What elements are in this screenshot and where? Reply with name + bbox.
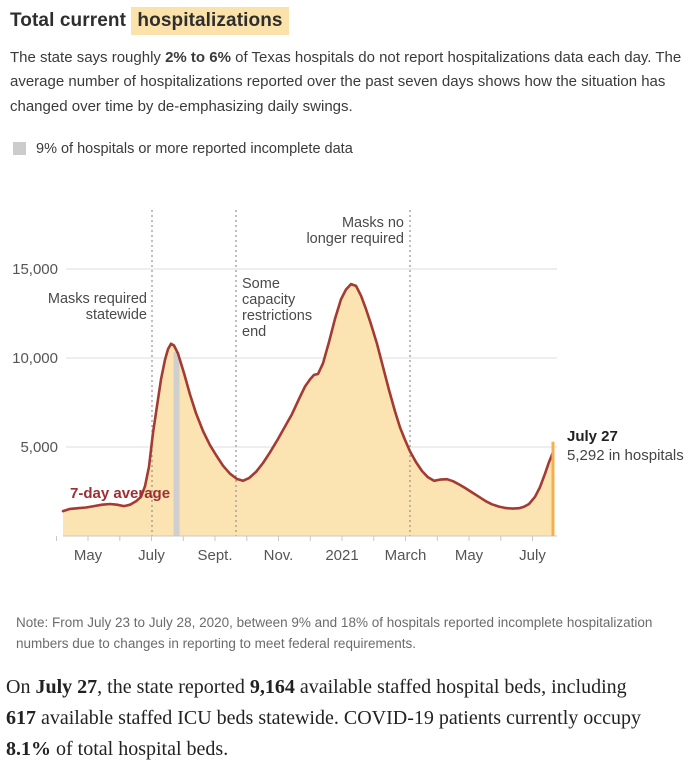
title-highlight: hospitalizations [131, 7, 289, 35]
x-axis-label: May [74, 547, 103, 564]
x-axis-label: May [455, 547, 484, 564]
legend-label: 9% of hospitals or more reported incompl… [36, 140, 353, 157]
x-axis-label: 2021 [325, 547, 358, 564]
text-run: available staffed hospital beds, includi… [294, 676, 627, 698]
event-annotation: Masks no [342, 215, 404, 231]
text-run: On [6, 676, 36, 698]
avg-line [61, 282, 555, 513]
event-annotation: Some [242, 276, 280, 292]
page-title: Total current hospitalizations [10, 7, 683, 35]
y-axis-label: 10,000 [12, 350, 58, 367]
incomplete-data-band [173, 352, 180, 536]
event-annotation: restrictions [242, 308, 312, 324]
y-axis-label: 5,000 [20, 439, 58, 456]
x-axis-label: July [138, 547, 165, 564]
event-annotation: Masks required [48, 291, 147, 307]
latest-date-label: July 27 [567, 428, 618, 445]
y-axis-label: 15,000 [12, 261, 58, 278]
emphasized-value: 8.1% [6, 738, 51, 761]
emphasized-value: 2% to 6% [165, 49, 231, 66]
intro-paragraph: The state says roughly 2% to 6% of Texas… [10, 46, 686, 119]
incomplete-data-legend: 9% of hospitals or more reported incompl… [13, 141, 683, 157]
text-run: of total hospital beds. [51, 738, 229, 761]
text-run: available staffed ICU beds statewide. CO… [36, 707, 641, 730]
event-annotation: statewide [86, 307, 147, 323]
event-annotation: end [242, 324, 266, 340]
x-axis-label: Nov. [264, 547, 294, 564]
x-axis-label: July [519, 547, 546, 564]
title-plain: Total current [10, 10, 127, 31]
event-annotation: capacity [242, 292, 296, 308]
text-run: The state says roughly [10, 49, 166, 66]
area-fill [63, 284, 553, 536]
emphasized-value: 9,164 [249, 676, 295, 698]
hospitalizations-chart-svg: 5,000 10,000 15,000 Masks requiredstatewide… [12, 210, 684, 564]
chart-note: Note: From July 23 to July 28, 2020, bet… [16, 614, 653, 652]
latest-value-label: 5,292 in hospitals [567, 447, 684, 464]
x-axis-label: March [385, 547, 427, 564]
event-annotation: longer required [306, 231, 404, 247]
avg-line-label: 7-day average [70, 485, 170, 502]
emphasized-value: 617 [6, 707, 36, 730]
legend-swatch [13, 142, 26, 156]
summary-paragraph: On July 27, the state reported 9,164 ava… [6, 672, 658, 766]
text-run: , the state reported [97, 676, 250, 698]
text-run: of Texas hospitals do not report hospita… [10, 49, 682, 115]
emphasized-value: July 27 [35, 676, 98, 698]
x-axis-label: Sept. [197, 547, 232, 564]
hospitalizations-chart: 5,000 10,000 15,000 Masks required statewide… [0, 200, 691, 575]
